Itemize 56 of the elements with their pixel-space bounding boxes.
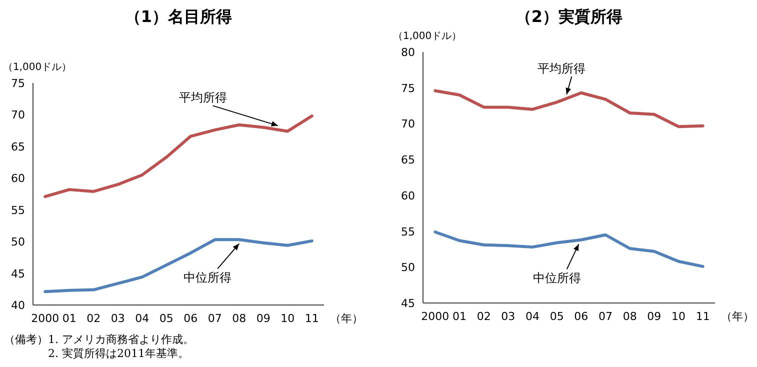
y-tick-label: 45 (11, 267, 25, 280)
x-tick-label: 11 (696, 310, 710, 323)
series-label: 平均所得 (178, 90, 227, 105)
y-tick-label: 55 (401, 225, 415, 238)
x-tick-label: 01 (62, 312, 76, 325)
x-tick-label: 04 (135, 312, 150, 325)
line-series (44, 114, 314, 198)
x-axis-title: （年） (330, 312, 363, 325)
y-tick-label: 60 (11, 172, 25, 186)
x-tick-label: 07 (598, 310, 612, 323)
x-tick-label: 2000 (31, 312, 60, 325)
y-tick-label: 50 (401, 261, 415, 274)
series-label: 中位所得 (184, 270, 232, 285)
text: （備考）1. アメリカ商務省より作成。 (4, 333, 194, 346)
x-tick-label: 02 (476, 310, 491, 323)
y-tick-label: 65 (401, 154, 415, 167)
y-axis-title: （1,000ドル） (3, 62, 72, 73)
x-tick-label: 09 (256, 312, 270, 325)
chart-title: （1）名目所得 (124, 7, 232, 26)
x-tick-label: 06 (574, 310, 588, 323)
y-tick-label: 50 (11, 236, 25, 249)
x-tick-label: 10 (672, 310, 686, 323)
y-tick-label: 55 (11, 204, 25, 217)
x-tick-label: 01 (452, 310, 466, 323)
x-tick-label: 07 (208, 312, 222, 325)
y-tick-label: 80 (401, 46, 415, 59)
x-axis-title: （年） (721, 310, 754, 323)
y-axis-title: （1,000ドル） (393, 31, 462, 42)
x-tick-label: 05 (159, 312, 174, 325)
x-tick-label: 04 (526, 310, 540, 323)
text: 中位所得 (532, 271, 581, 286)
x-tick-label: 08 (622, 310, 637, 323)
x-tick-label: 2000 (421, 310, 450, 323)
y-tick-label: 65 (11, 140, 25, 154)
chart-title: （2）実質所得 (515, 7, 623, 26)
x-tick-label: 11 (304, 312, 319, 325)
x-tick-label: 08 (232, 312, 246, 325)
y-tick-label: 75 (11, 77, 25, 90)
y-tick-label: 70 (11, 108, 25, 122)
y-tick-label: 70 (401, 118, 415, 131)
x-tick-label: 09 (647, 310, 662, 323)
series-label: 平均所得 (538, 61, 586, 76)
x-tick-label: 03 (501, 310, 516, 323)
line-series (434, 230, 704, 268)
line-series (434, 89, 704, 128)
x-tick-label: 06 (184, 312, 198, 325)
line-series (44, 238, 314, 294)
y-tick-label: 75 (401, 82, 415, 95)
x-tick-label: 02 (86, 312, 101, 325)
text: 2. 実質所得は2011年基準。 (48, 347, 189, 360)
x-tick-label: 03 (110, 312, 125, 325)
y-tick-label: 60 (401, 189, 415, 202)
y-tick-label: 45 (401, 297, 415, 310)
x-tick-label: 05 (550, 310, 564, 323)
x-tick-label: 10 (280, 312, 295, 325)
y-tick-label: 40 (11, 299, 25, 312)
